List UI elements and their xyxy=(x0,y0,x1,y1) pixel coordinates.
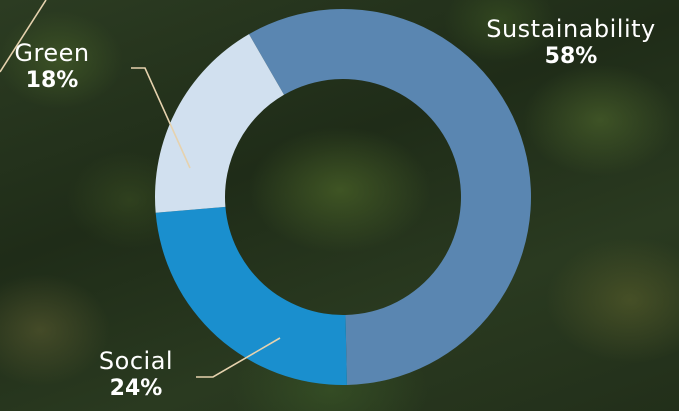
slice-value: 24% xyxy=(109,375,163,401)
slice-label-sustainability: Sustainability 58% xyxy=(478,15,664,69)
slice-name: Sustainability xyxy=(486,15,656,43)
slice-name: Social xyxy=(98,347,174,375)
slice-label-green: Green 18% xyxy=(0,39,112,93)
slice-sustainability xyxy=(249,8,532,385)
leader-line-green xyxy=(131,67,191,169)
slice-label-social: Social 24% xyxy=(80,347,192,401)
donut-slices xyxy=(155,8,532,385)
leader-lines xyxy=(0,0,281,378)
leader-line-green-top xyxy=(0,0,47,73)
slice-name: Green xyxy=(14,39,90,67)
leader-line-social xyxy=(196,337,281,378)
slice-value: 18% xyxy=(25,67,79,93)
slice-green xyxy=(155,34,284,213)
slice-social xyxy=(155,206,347,385)
slice-value: 58% xyxy=(544,43,598,69)
